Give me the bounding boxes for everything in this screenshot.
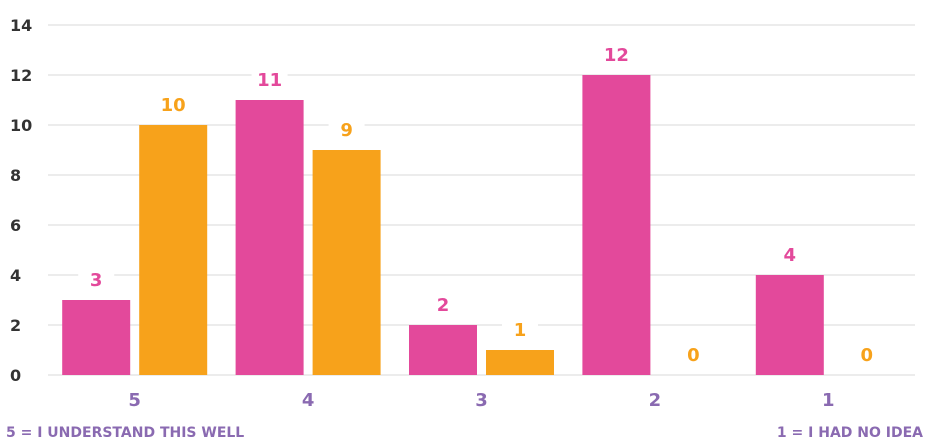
data-label: 4	[784, 245, 797, 266]
data-label: 0	[687, 345, 700, 366]
bar	[582, 75, 651, 375]
data-label-bg	[251, 69, 288, 93]
bar	[409, 325, 477, 375]
y-tick-label: 2	[10, 316, 21, 335]
data-label-bg	[328, 119, 365, 143]
data-label-bg	[675, 344, 712, 368]
data-label-bg	[502, 319, 538, 343]
data-label-bg	[425, 294, 461, 318]
y-tick-label: 10	[10, 116, 32, 135]
data-label: 12	[604, 45, 629, 66]
data-label: 0	[861, 345, 874, 366]
y-tick-label: 0	[10, 366, 21, 385]
scale-note-high: 5 = I UNDERSTAND THIS WELL	[6, 425, 245, 441]
scale-note-low: 1 = I HAD NO IDEA	[776, 425, 923, 441]
data-label: 3	[90, 270, 103, 291]
bar	[755, 275, 824, 375]
data-label-bg	[598, 44, 635, 68]
bar	[235, 100, 304, 375]
data-label: 2	[437, 295, 450, 316]
data-label: 9	[340, 120, 353, 141]
x-tick-label: 2	[649, 390, 662, 411]
y-tick-label: 12	[10, 66, 32, 85]
x-tick-label: 5	[128, 390, 141, 411]
x-tick-label: 1	[822, 390, 835, 411]
x-axis-ticks: 5 4 3 2 1	[128, 390, 834, 411]
x-tick-label: 3	[475, 390, 488, 411]
bar	[486, 350, 554, 375]
x-tick-label: 4	[302, 390, 315, 411]
data-label-bg	[155, 94, 192, 118]
data-label-bg	[771, 244, 808, 268]
bar	[62, 300, 131, 375]
y-tick-label: 8	[10, 166, 21, 185]
bar	[139, 125, 208, 375]
data-labels: 3 10 11 9 2 1 12 0 4 0	[78, 44, 885, 368]
y-tick-label: 4	[10, 266, 21, 285]
bars	[62, 75, 824, 375]
y-axis-ticks: 0 2 4 6 8 10 12 14	[10, 16, 32, 385]
y-tick-label: 6	[10, 216, 21, 235]
y-tick-label: 14	[10, 16, 32, 35]
data-label: 11	[257, 70, 282, 91]
data-label-bg	[848, 344, 885, 368]
data-label: 10	[161, 95, 186, 116]
data-label-bg	[78, 269, 115, 293]
data-label: 1	[514, 320, 527, 341]
bar	[312, 150, 381, 375]
